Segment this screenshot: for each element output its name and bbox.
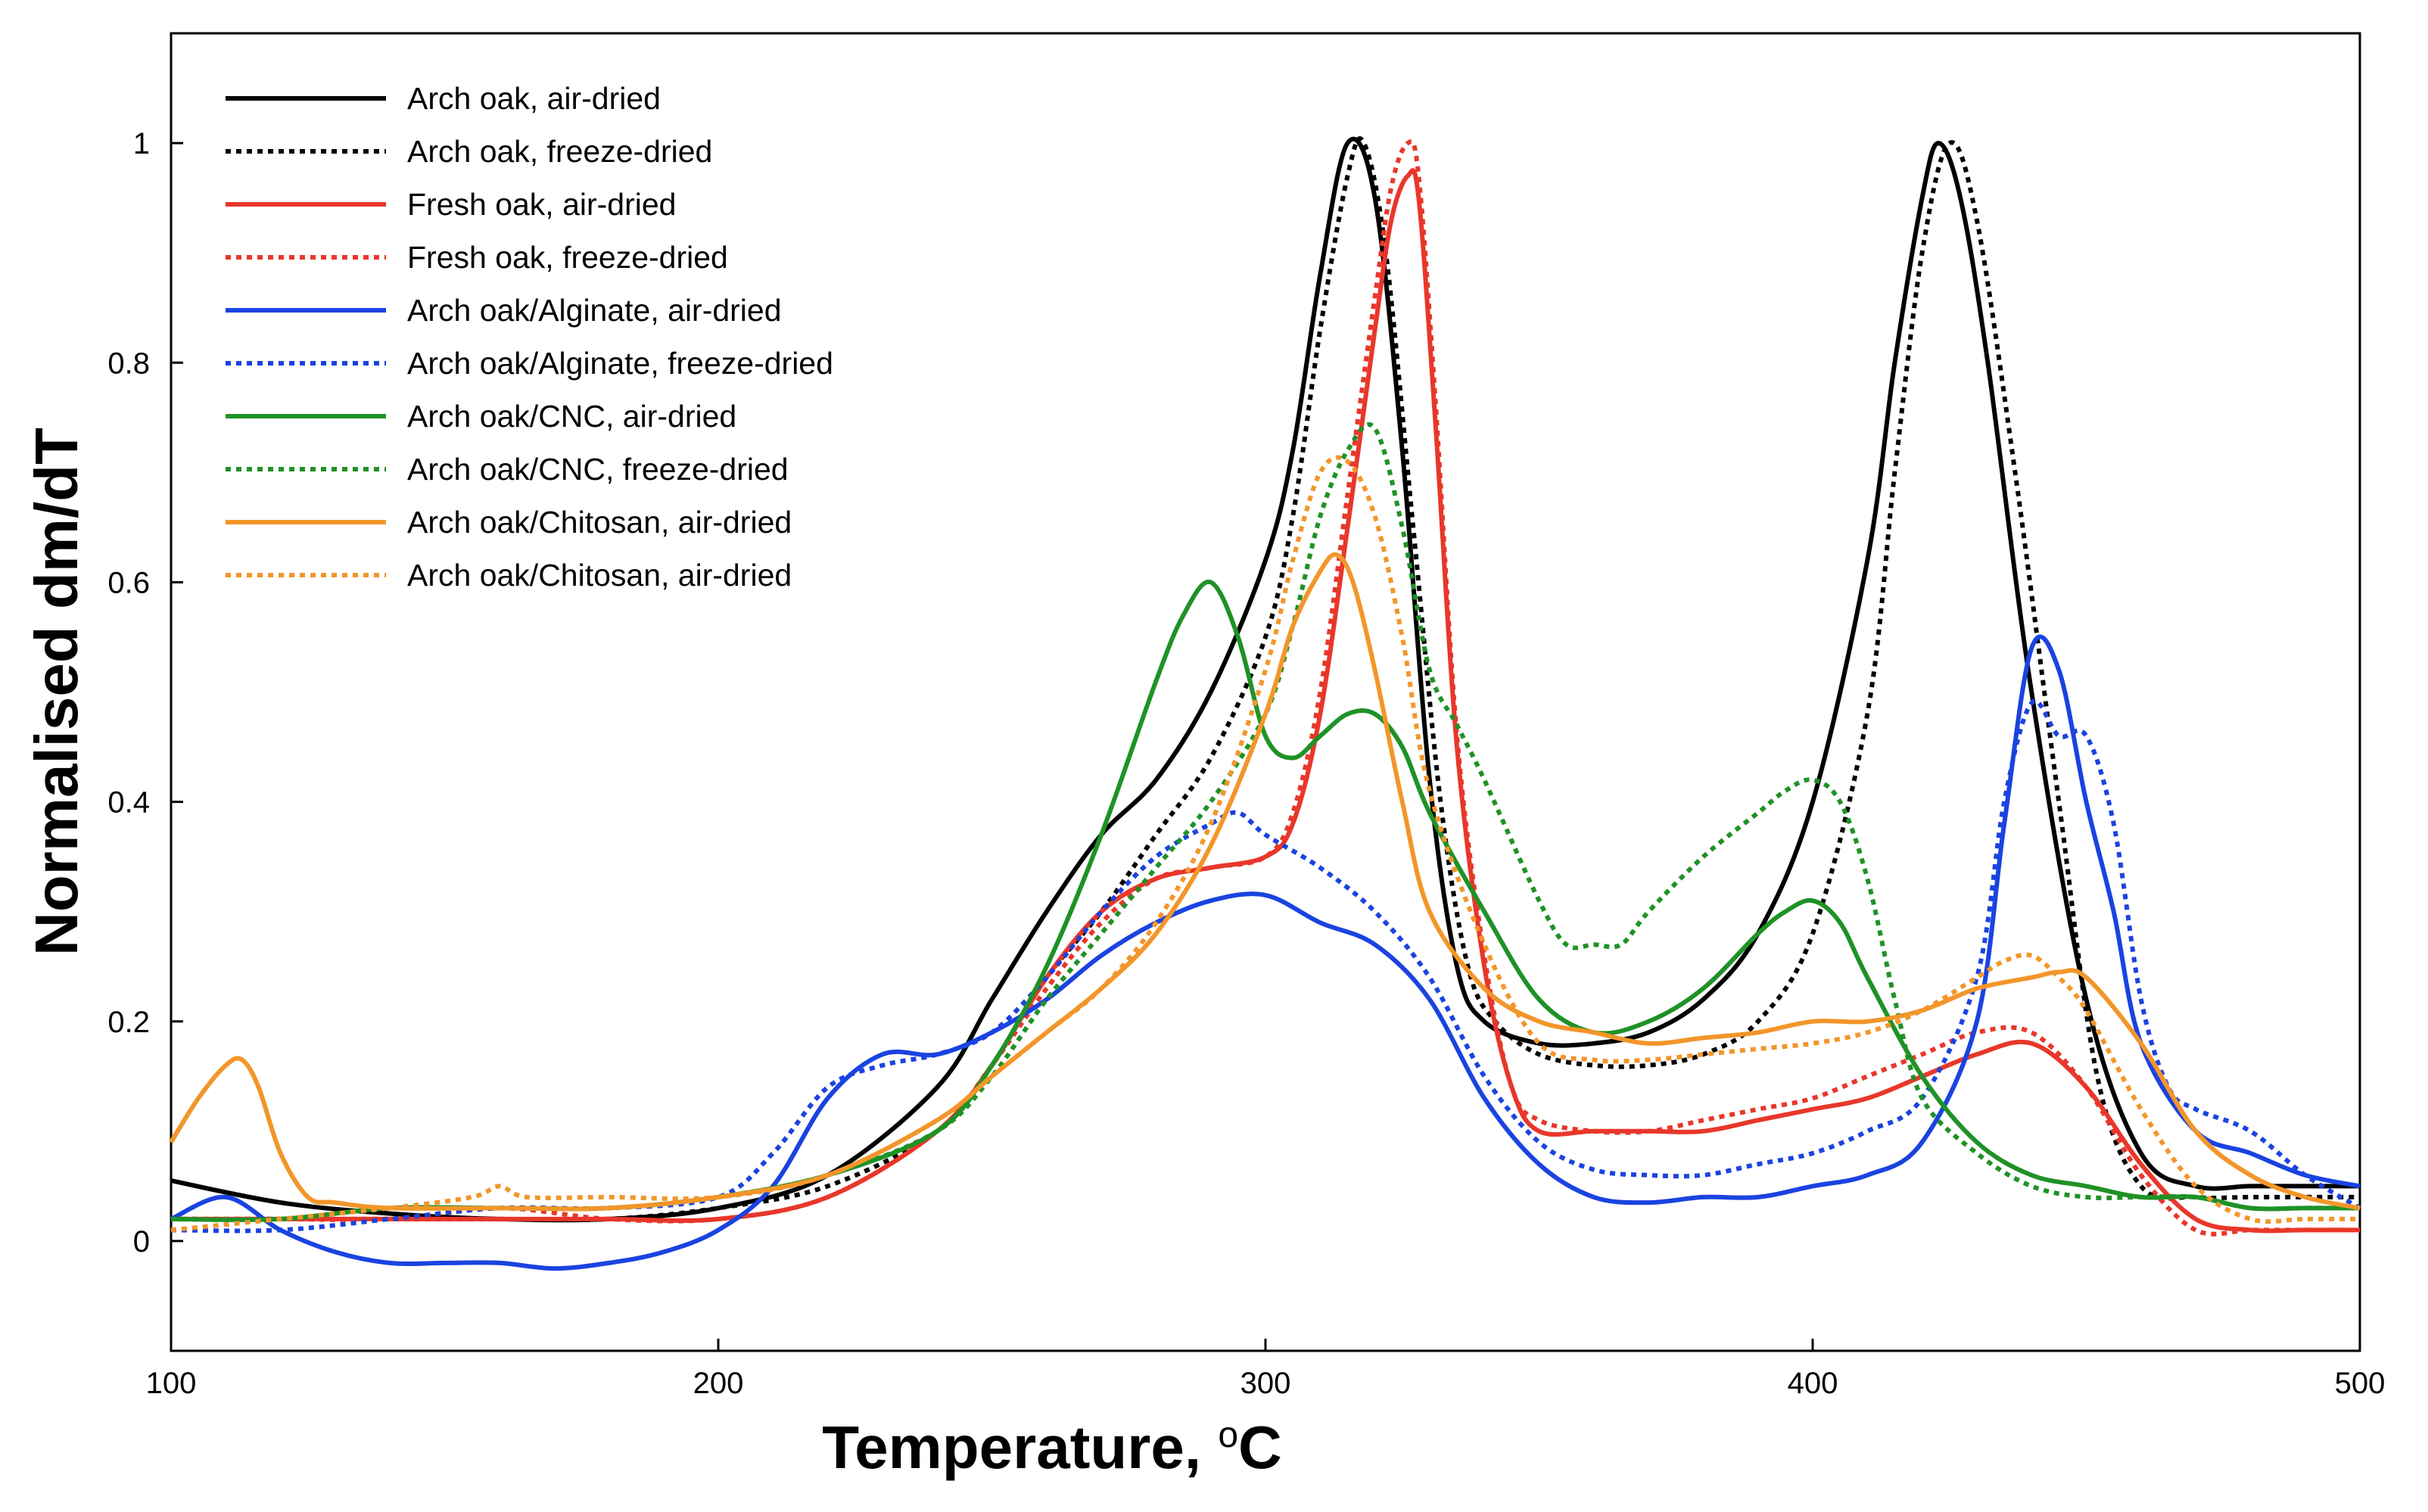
series-line-9 <box>169 552 2361 1212</box>
x-axis-title-unit: C <box>1238 1414 1282 1481</box>
x-tick-label-300: 300 <box>1240 1367 1291 1400</box>
legend-label-3: Fresh oak, air-dried <box>407 187 676 222</box>
x-axis-title-main: Temperature, <box>822 1414 1218 1481</box>
y-tick-label-0.6: 0.6 <box>107 566 150 599</box>
series-line-2 <box>171 136 2360 1222</box>
y-tick-label-0.2: 0.2 <box>107 1006 150 1039</box>
y-tick-label-0.8: 0.8 <box>107 347 150 380</box>
y-tick-label-0: 0 <box>133 1225 150 1258</box>
x-tick-label-200: 200 <box>693 1367 744 1400</box>
x-tick-label-100: 100 <box>146 1367 197 1400</box>
legend-label-1: Arch oak, air-dried <box>407 81 661 116</box>
legend-label-5: Arch oak/Alginate, air-dried <box>407 293 782 328</box>
legend-label-6: Arch oak/Alginate, freeze-dried <box>407 346 833 381</box>
series-line-1 <box>170 136 2360 1223</box>
y-tick-label-0.4: 0.4 <box>107 786 150 820</box>
series-line-10 <box>170 455 2360 1233</box>
tick-layer: 100 200 300 400 500 0 0.2 0.4 0.6 0.8 1 <box>107 127 2385 1400</box>
legend-label-9: Arch oak/Chitosan, air-dried <box>407 505 792 540</box>
x-tick-label-500: 500 <box>2335 1367 2386 1400</box>
legend: Arch oak, air-dried Arch oak, freeze-drie… <box>226 81 833 593</box>
y-axis-title: Normalised dm/dT <box>23 428 90 956</box>
legend-label-10: Arch oak/Chitosan, air-dried <box>407 558 792 593</box>
series-line-4 <box>171 138 2360 1237</box>
series-line-6 <box>170 698 2361 1234</box>
legend-label-7: Arch oak/CNC, air-dried <box>407 399 736 434</box>
y-tick-label-1: 1 <box>133 127 150 160</box>
legend-label-4: Fresh oak, freeze-dried <box>407 240 728 275</box>
legend-label-2: Arch oak, freeze-dried <box>407 134 712 169</box>
series-line-5 <box>170 634 2361 1271</box>
series-line-8 <box>170 422 2360 1222</box>
x-axis-title: Temperature, oC <box>822 1414 1282 1481</box>
x-axis-title-superscript: o <box>1218 1415 1238 1455</box>
x-tick-label-400: 400 <box>1788 1367 1838 1400</box>
series-layer <box>169 136 2361 1271</box>
legend-label-8: Arch oak/CNC, freeze-dried <box>407 452 789 487</box>
